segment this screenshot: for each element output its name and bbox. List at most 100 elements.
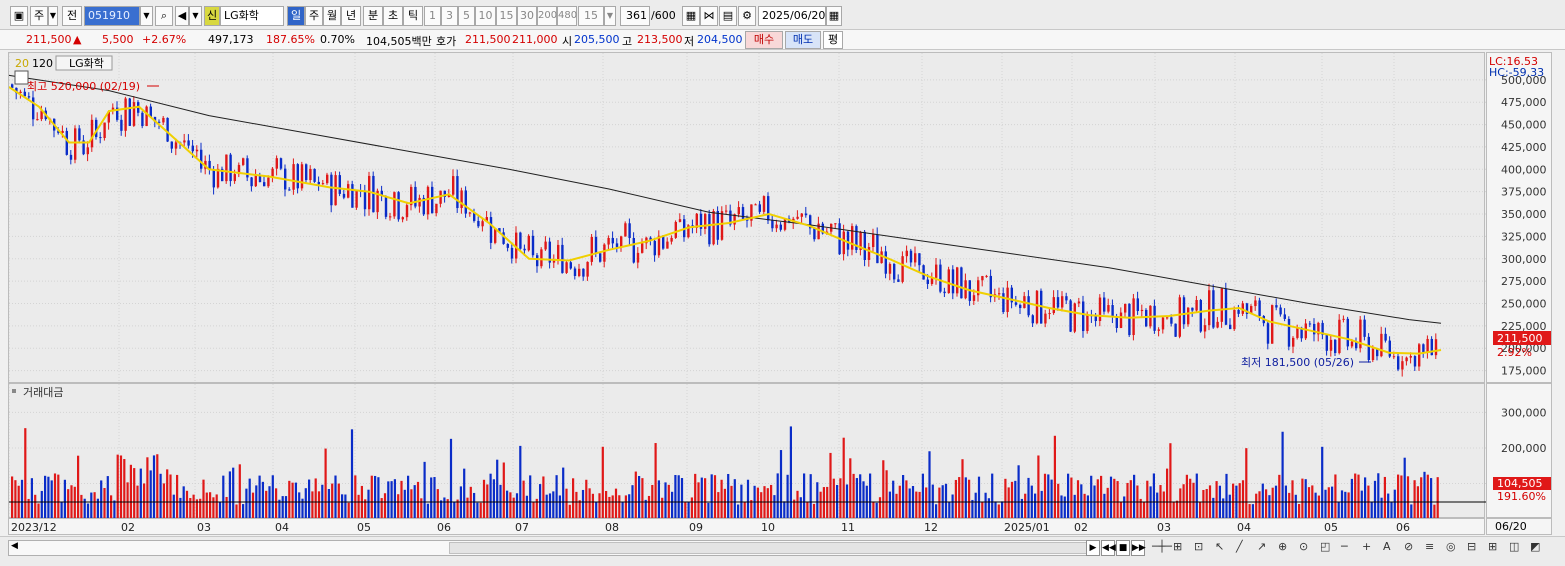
volume-chart-panel[interactable]: 거래대금 <box>8 383 1486 519</box>
period-week[interactable]: 주 <box>305 6 323 26</box>
save-icon[interactable]: ▤ <box>719 6 737 26</box>
mode-button[interactable]: 주 <box>30 6 48 26</box>
grid-icon[interactable]: ▦ <box>682 6 700 26</box>
eval-button[interactable]: 평 <box>823 31 843 49</box>
volume-ratio: 187.65% <box>266 33 315 46</box>
volume-bar <box>433 477 436 519</box>
drawing-tool-icon[interactable]: ◫ <box>1509 540 1520 553</box>
window-icon[interactable]: ▣ <box>10 6 28 26</box>
interval-5[interactable]: 5 <box>458 6 475 26</box>
candle-body <box>132 102 136 126</box>
drawing-tool-icon[interactable]: ⊘ <box>1404 540 1414 553</box>
search-icon[interactable]: ⌕ <box>155 6 173 26</box>
buy-button[interactable]: 매수 <box>745 31 783 49</box>
volume-bar <box>390 481 393 519</box>
code-dropdown-icon[interactable]: ▼ <box>140 6 153 26</box>
volume-bar <box>849 458 852 519</box>
period-month[interactable]: 월 <box>323 6 341 26</box>
pattern-icon[interactable]: ⋈ <box>700 6 718 26</box>
volume-bar <box>1152 473 1155 519</box>
volume-bar <box>344 494 347 519</box>
interval-3[interactable]: 3 <box>441 6 458 26</box>
drawing-tool-icon[interactable]: ╱ <box>1236 540 1243 553</box>
candle-body <box>1279 307 1282 315</box>
drawing-tool-icon[interactable]: A <box>1383 540 1391 553</box>
drawing-tool-icon[interactable]: ⊟ <box>1467 540 1477 553</box>
period-minute[interactable]: 분 <box>363 6 383 26</box>
interval-1[interactable]: 1 <box>424 6 441 26</box>
stock-name-field[interactable]: LG화학 <box>220 6 284 26</box>
period-year[interactable]: 년 <box>341 6 361 26</box>
volume-bar <box>1162 491 1165 519</box>
nav-play-icon[interactable]: ▶ <box>1086 540 1100 556</box>
drawing-tool-icon[interactable]: ⊕ <box>1278 540 1288 553</box>
count-input[interactable]: 361 <box>620 6 650 26</box>
drawing-tool-icon[interactable]: ◩ <box>1530 540 1541 553</box>
interval-30[interactable]: 30 <box>517 6 537 26</box>
drawing-tool-icon[interactable]: ⊙ <box>1299 540 1309 553</box>
calendar-icon[interactable]: ▦ <box>826 6 842 26</box>
candle-body <box>527 235 530 251</box>
period-tick[interactable]: 틱 <box>403 6 423 26</box>
candle-body <box>485 217 488 222</box>
interval-dropdown-icon[interactable]: ▼ <box>604 6 616 26</box>
period-day[interactable]: 일 <box>287 6 305 26</box>
candle-body <box>254 175 257 187</box>
candle-body <box>82 140 85 155</box>
drawing-tool-icon[interactable]: ↖ <box>1215 540 1225 553</box>
drawing-tool-icon[interactable]: ↗ <box>1257 540 1267 553</box>
drawing-tool-icon[interactable]: ⊞ <box>1488 540 1498 553</box>
volume-bar <box>50 480 53 519</box>
scroll-left-icon[interactable]: ◀ <box>11 541 18 551</box>
drawing-tool-icon[interactable]: + <box>1362 540 1372 553</box>
drawing-tool-icon[interactable]: ⊞ <box>1173 540 1183 553</box>
interval-480[interactable]: 480 <box>557 6 577 26</box>
speaker-dropdown-icon[interactable]: ▼ <box>189 6 202 26</box>
price-chart-panel[interactable]: 20 120 LG화학 최고 520,000 (02/19) 최저 181,50… <box>8 52 1486 384</box>
interval-value-field[interactable]: 15 <box>578 6 604 26</box>
new-badge[interactable]: 신 <box>204 6 220 26</box>
nav-stop-icon[interactable]: ■ <box>1116 540 1130 556</box>
candle-body <box>1195 299 1198 311</box>
candle-body <box>431 186 434 214</box>
interval-200[interactable]: 200 <box>537 6 557 26</box>
price-axis[interactable]: LC:16.53 HC:-59.33 500,000 475,000 450,000… <box>1484 52 1552 383</box>
nav-back-icon[interactable]: ◀◀ <box>1101 540 1116 556</box>
speaker-icon[interactable]: ◀ <box>175 6 189 26</box>
drawing-tool-icon[interactable]: ─ <box>1341 540 1348 553</box>
volume-bar <box>684 502 687 519</box>
volume-bar <box>1100 475 1103 519</box>
sell-button[interactable]: 매도 <box>785 31 821 49</box>
volume-bar <box>1004 478 1007 519</box>
settings-gear-icon[interactable]: ⚙ <box>738 6 756 26</box>
drawing-tool-icon[interactable]: ◰ <box>1320 540 1331 553</box>
volume-bar <box>106 476 109 519</box>
scroll-thumb[interactable] <box>449 542 1089 554</box>
chart-scrollbar[interactable]: ◀ <box>8 540 1098 556</box>
date-axis-label: 2025/01 <box>1004 521 1050 534</box>
period-second[interactable]: 초 <box>383 6 403 26</box>
table-icon[interactable] <box>14 70 29 85</box>
trade-amount: 104,505백만 <box>366 35 432 48</box>
date-input[interactable]: 2025/06/20 <box>758 6 826 26</box>
stock-code-input[interactable]: 051910 <box>84 6 140 26</box>
drawing-tool-icon[interactable]: ⊡ <box>1194 540 1204 553</box>
interval-15[interactable]: 15 <box>496 6 517 26</box>
candle-body <box>212 169 215 188</box>
volume-bar <box>364 499 367 519</box>
volume-bar <box>1063 496 1066 519</box>
interval-10[interactable]: 10 <box>475 6 496 26</box>
prev-button[interactable]: 전 <box>62 6 82 26</box>
mode-dropdown-icon[interactable]: ▼ <box>48 6 58 26</box>
drawing-tool-icon[interactable]: ≡ <box>1425 540 1435 553</box>
volume-bar <box>119 455 123 519</box>
drawing-tool-icon[interactable]: ◎ <box>1446 540 1456 553</box>
volume-bar <box>420 498 423 519</box>
volume-bar <box>905 480 908 519</box>
volume-bar <box>977 476 981 519</box>
drawing-tool-icon[interactable]: ─┼─ <box>1152 540 1172 553</box>
nav-forward-icon[interactable]: ▶▶ <box>1131 540 1146 556</box>
volume-bar <box>37 503 40 519</box>
low-price: 204,500 <box>697 33 743 46</box>
